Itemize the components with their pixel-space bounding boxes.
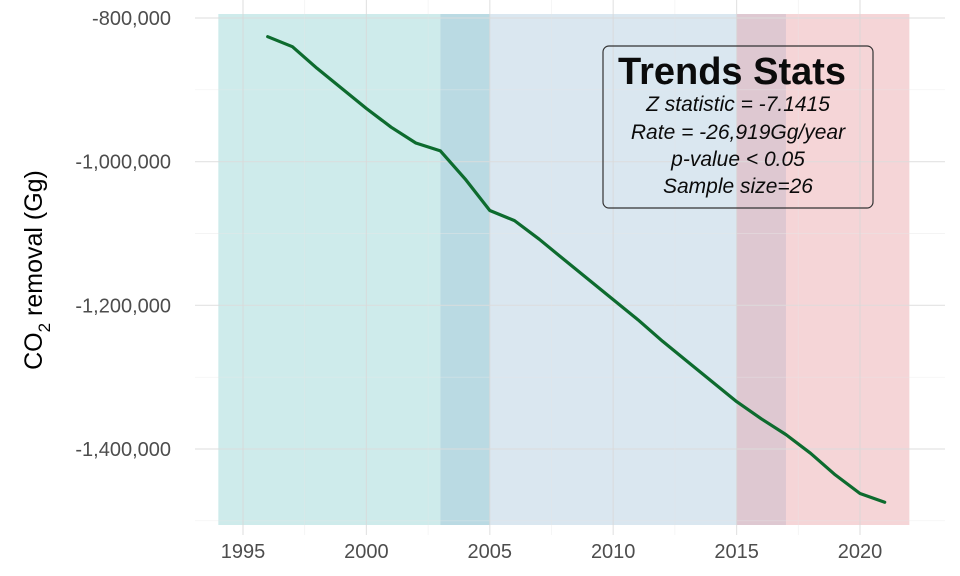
x-tick-label-4: 2015	[714, 541, 759, 563]
y-axis-label: CO2 removal (Gg)	[20, 170, 54, 370]
x-tick-label-2: 2005	[468, 541, 513, 563]
x-tick-label-5: 2020	[838, 541, 883, 563]
period-band-1	[218, 14, 441, 525]
period-band-2	[440, 14, 490, 525]
y-axis-ticks: -800,000 -1,000,000 -1,200,000 -1,400,000	[75, 8, 171, 461]
y-tick-label-1: -1,000,000	[75, 152, 171, 174]
stats-z-statistic: Z statistic = -7.1415	[645, 93, 830, 116]
x-tick-label-3: 2010	[591, 541, 636, 563]
y-tick-label-0: -800,000	[92, 8, 171, 30]
x-tick-label-0: 1995	[221, 541, 266, 563]
stats-rate: Rate = -26,919Gg/year	[631, 121, 846, 144]
stats-title: Trends Stats	[618, 51, 846, 93]
x-axis-ticks: 1995 2000 2005 2010 2015 2020	[221, 541, 883, 563]
trend-stats-annotation: Trends Stats Z statistic = -7.1415 Rate …	[602, 45, 874, 209]
stats-p-value: p-value < 0.05	[670, 148, 805, 171]
y-tick-label-3: -1,400,000	[75, 439, 171, 461]
period-bands	[218, 14, 910, 525]
x-tick-label-1: 2000	[344, 541, 389, 563]
stats-box-frame	[602, 45, 874, 209]
series-line-0	[266, 35, 887, 504]
y-tick-label-2: -1,200,000	[75, 295, 171, 317]
series-layer	[266, 35, 887, 504]
stats-sample-size: Sample size=26	[663, 175, 813, 198]
period-band-4	[736, 14, 786, 525]
period-band-5	[785, 14, 910, 525]
gridlines	[195, 0, 945, 535]
